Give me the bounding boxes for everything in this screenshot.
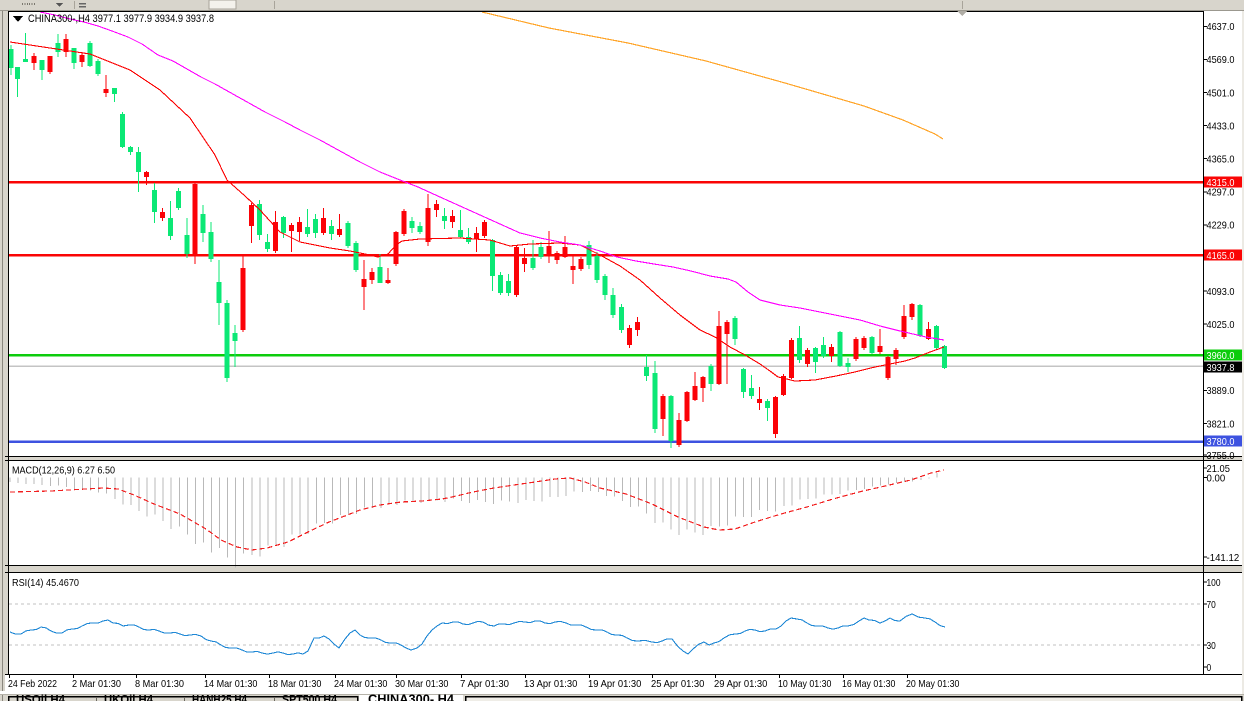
svg-text:4165.0: 4165.0 <box>1207 250 1235 262</box>
svg-text:10 May 01:30: 10 May 01:30 <box>778 678 832 690</box>
svg-text:CHINA300-,H4 3977.1 3977.9 39: CHINA300-,H4 3977.1 3977.9 3934.9 3937.8 <box>28 13 214 25</box>
svg-text:3780.0: 3780.0 <box>1207 436 1235 448</box>
svg-text:3889.0: 3889.0 <box>1207 385 1235 397</box>
svg-text:13 Apr 01:30: 13 Apr 01:30 <box>524 678 578 690</box>
svg-text:4365.0: 4365.0 <box>1207 154 1235 166</box>
svg-text:4025.0: 4025.0 <box>1207 319 1235 331</box>
svg-text:4093.0: 4093.0 <box>1207 286 1235 298</box>
svg-text:-141.12: -141.12 <box>1207 552 1240 564</box>
svg-text:4501.0: 4501.0 <box>1207 87 1235 99</box>
svg-text:RSI(14) 45.4670: RSI(14) 45.4670 <box>12 577 79 589</box>
svg-text:UKOil,H4: UKOil,H4 <box>104 695 154 701</box>
svg-text:HANH25,H4: HANH25,H4 <box>192 695 248 701</box>
svg-text:2 Mar 01:30: 2 Mar 01:30 <box>72 678 121 690</box>
svg-text:4297.0: 4297.0 <box>1207 187 1235 199</box>
svg-text:30 Mar 01:30: 30 Mar 01:30 <box>395 678 449 690</box>
svg-text:3937.8: 3937.8 <box>1207 362 1235 374</box>
svg-text:7 Apr 01:30: 7 Apr 01:30 <box>460 678 509 690</box>
svg-text:3960.0: 3960.0 <box>1207 350 1235 362</box>
svg-text:SPT500,H4: SPT500,H4 <box>282 695 338 701</box>
svg-text:4569.0: 4569.0 <box>1207 54 1235 66</box>
svg-text:30: 30 <box>1207 640 1216 652</box>
svg-text:16 May 01:30: 16 May 01:30 <box>842 678 896 690</box>
svg-text:0.00: 0.00 <box>1207 472 1226 484</box>
svg-text:4637.0: 4637.0 <box>1207 21 1235 33</box>
svg-text:8 Mar 01:30: 8 Mar 01:30 <box>135 678 184 690</box>
svg-text:4315.0: 4315.0 <box>1207 177 1235 189</box>
svg-text:24 Mar 01:30: 24 Mar 01:30 <box>334 678 388 690</box>
svg-text:18 Mar 01:30: 18 Mar 01:30 <box>268 678 322 690</box>
svg-text:3821.0: 3821.0 <box>1207 418 1235 430</box>
svg-text:25 Apr 01:30: 25 Apr 01:30 <box>651 678 705 690</box>
svg-text:24 Feb 2022: 24 Feb 2022 <box>8 678 57 690</box>
svg-text:21.05: 21.05 <box>1207 463 1231 475</box>
svg-text:14 Mar 01:30: 14 Mar 01:30 <box>204 678 258 690</box>
svg-text:4433.0: 4433.0 <box>1207 120 1235 132</box>
svg-text:CHINA300-,H4: CHINA300-,H4 <box>368 693 454 701</box>
svg-text:20 May 01:30: 20 May 01:30 <box>906 678 960 690</box>
svg-text:4229.0: 4229.0 <box>1207 220 1235 232</box>
svg-text:19 Apr 01:30: 19 Apr 01:30 <box>588 678 642 690</box>
svg-text:3755.0: 3755.0 <box>1207 450 1235 462</box>
svg-text:0: 0 <box>1207 662 1212 674</box>
svg-text:USOil,H4: USOil,H4 <box>16 695 66 701</box>
svg-text:100: 100 <box>1207 577 1221 589</box>
svg-text:MACD(12,26,9) 6.27 6.50: MACD(12,26,9) 6.27 6.50 <box>12 465 115 477</box>
svg-text:70: 70 <box>1207 599 1216 611</box>
svg-text:29 Apr 01:30: 29 Apr 01:30 <box>714 678 768 690</box>
